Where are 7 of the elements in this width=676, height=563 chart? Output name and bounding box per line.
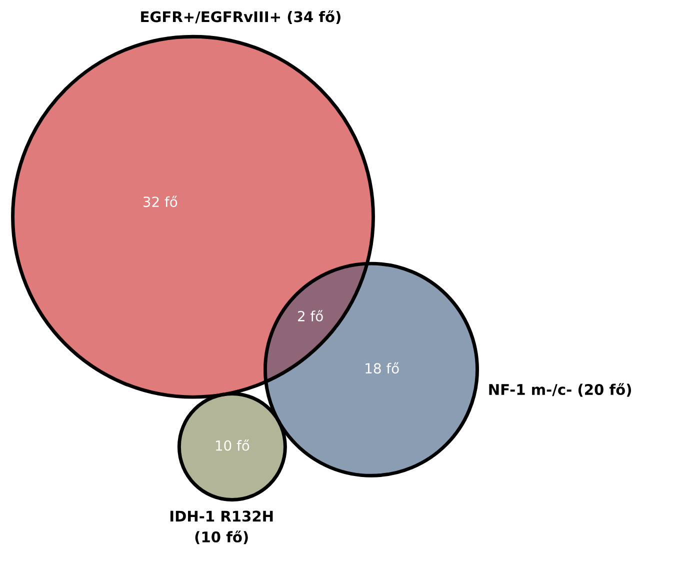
data-label: 10 fő <box>216 439 250 451</box>
data-label: 2 fő <box>298 310 323 322</box>
text: NF-1 m-/c- (20 fő) <box>489 383 632 397</box>
text: EGFR+/EGFRvIII+ (34 fő) <box>141 10 340 24</box>
text: IDH-1 R132H (10 fő) <box>170 510 273 544</box>
data-label: 18 fő <box>366 362 399 374</box>
data-label: 32 fő <box>143 196 178 208</box>
